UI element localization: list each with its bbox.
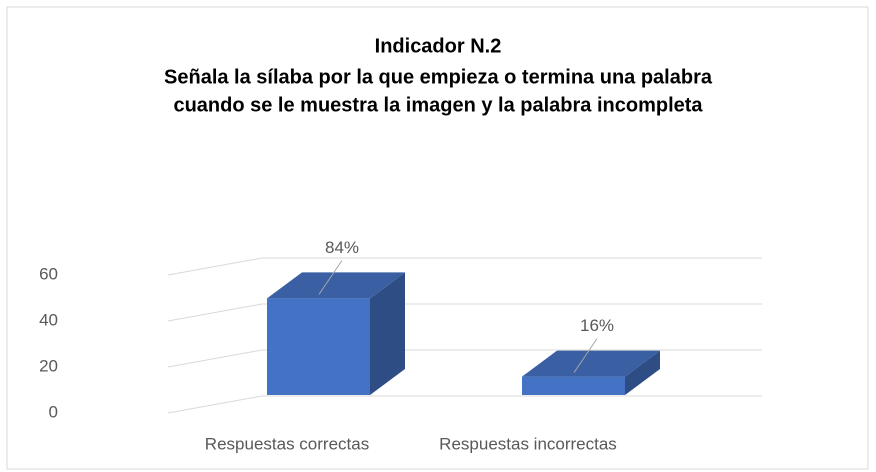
bar [522,350,660,395]
y-tick-label: 0 [49,402,58,421]
y-tick-label: 20 [39,356,58,375]
grid-line [167,349,263,368]
y-tick-label: 60 [39,264,58,283]
bar-front [267,298,370,395]
chart-title: cuando se le muestra la imagen y la pala… [173,94,703,116]
bar-side [370,272,405,395]
chart-title: Indicador N.2 [375,35,502,57]
chart-title: Señala la sílaba por la que empieza o te… [164,66,713,88]
y-tick-label: 40 [39,310,58,329]
x-tick-label: Respuestas correctas [205,434,369,453]
data-label: 16% [580,316,614,335]
leader-line [318,260,343,295]
bar-side [625,350,660,395]
grid-line [167,303,263,322]
bar-front [522,376,625,395]
data-label: 84% [325,238,359,257]
bar-top [522,350,660,377]
bar [267,272,405,395]
chart-border [6,6,869,470]
grid-line [167,257,263,276]
grid-line [167,395,263,414]
leader-line [573,338,598,373]
bar-top [267,272,405,299]
x-tick-label: Respuestas incorrectas [439,434,617,453]
